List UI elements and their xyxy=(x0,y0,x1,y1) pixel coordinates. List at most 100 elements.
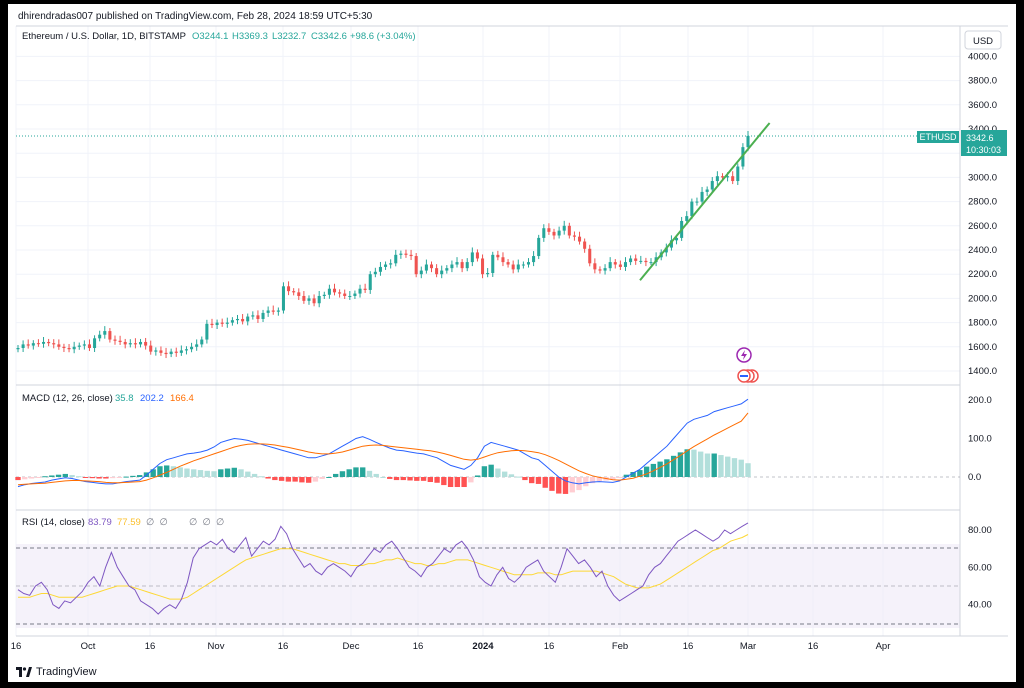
candle-body xyxy=(103,331,107,335)
candle-body xyxy=(562,225,566,231)
price-tick-label: 3000.0 xyxy=(968,172,997,183)
macd-histogram-bar xyxy=(623,474,630,477)
chart-frame: dhirendradas007 published on TradingView… xyxy=(8,4,1016,682)
rsi-tick-label: 60.00 xyxy=(968,562,992,573)
price-tag-countdown: 10:30:03 xyxy=(966,145,1001,155)
macd-histogram-bar xyxy=(691,449,697,477)
candle-body xyxy=(542,228,546,238)
candle-body xyxy=(460,262,464,269)
candle-body xyxy=(164,352,168,355)
candle-body xyxy=(358,288,362,294)
macd-histogram-bar xyxy=(238,469,244,477)
candle-body xyxy=(736,166,740,182)
macd-histogram-bar xyxy=(454,477,461,488)
candle-body xyxy=(496,254,500,258)
candle-body xyxy=(128,343,132,345)
macd-tick-label: 200.0 xyxy=(968,395,992,406)
tradingview-logo: TradingView xyxy=(16,666,97,678)
rsi-tick-label: 80.00 xyxy=(968,525,992,536)
currency-label: USD xyxy=(973,36,993,47)
candle-body xyxy=(77,345,81,347)
price-tick-label: 2400.0 xyxy=(968,245,997,256)
candle-body xyxy=(353,293,357,296)
candle-body xyxy=(465,262,469,269)
lightning-event-icon[interactable] xyxy=(736,347,752,363)
candle-body xyxy=(629,258,633,263)
candle-body xyxy=(16,348,20,350)
candle-body xyxy=(598,269,602,271)
macd-histogram-bar xyxy=(670,455,677,477)
candle-body xyxy=(414,256,418,275)
macd-histogram-bar xyxy=(556,477,562,494)
time-tick-label: Apr xyxy=(876,641,891,652)
candle-body xyxy=(82,344,86,346)
macd-histogram-bar xyxy=(583,477,589,487)
candle-body xyxy=(317,295,321,304)
candle-body xyxy=(26,344,30,346)
candle-body xyxy=(118,340,122,342)
symbol-title: Ethereum / U.S. Dollar, 1D, BITSTAMP xyxy=(22,31,186,42)
candle-body xyxy=(384,264,388,267)
macd-tick-label: 0.0 xyxy=(968,472,981,483)
macd-histogram-bar xyxy=(461,477,467,488)
price-tick-label: 1400.0 xyxy=(968,366,997,377)
candle-body xyxy=(42,341,46,344)
macd-histogram-bar xyxy=(272,477,278,481)
macd-histogram-bar xyxy=(319,477,325,479)
currency-button[interactable] xyxy=(964,30,1002,50)
macd-histogram-bar xyxy=(89,477,96,479)
candle-body xyxy=(210,323,214,326)
candle-body xyxy=(98,334,102,339)
candle-body xyxy=(93,338,97,349)
candle-body xyxy=(720,176,724,178)
macd-histogram-bar xyxy=(130,475,136,477)
price-tag xyxy=(961,130,1007,156)
macd-histogram-bar xyxy=(596,477,602,482)
candle-body xyxy=(552,231,556,236)
candle-body xyxy=(475,252,479,259)
macd-hist-value: 35.8 xyxy=(115,393,134,404)
time-tick-label: Oct xyxy=(81,641,96,652)
macd-histogram-bar xyxy=(251,473,258,477)
macd-histogram-bar xyxy=(725,456,731,477)
earnings-event-icon[interactable] xyxy=(737,369,759,383)
candle-body xyxy=(603,268,607,271)
candle-body xyxy=(159,350,163,353)
rsi-empty-values: ∅ ∅ ∅ ∅ ∅ xyxy=(146,517,224,528)
macd-histogram-bar xyxy=(711,453,717,477)
macd-histogram-bar xyxy=(508,474,515,477)
macd-histogram-bar xyxy=(49,475,55,477)
candle-body xyxy=(287,286,291,292)
candle-body xyxy=(225,322,229,324)
macd-histogram-bar xyxy=(643,466,650,477)
candle-body xyxy=(450,264,454,269)
macd-histogram-bar xyxy=(292,477,298,482)
candle-body xyxy=(394,254,398,264)
candle-body xyxy=(230,320,234,323)
candle-body xyxy=(506,262,510,265)
macd-histogram-bar xyxy=(305,477,312,483)
macd-histogram-bar xyxy=(704,453,711,477)
candle-body xyxy=(322,294,326,296)
candle-body xyxy=(266,310,270,313)
candle-body xyxy=(435,268,439,275)
candle-body xyxy=(685,216,689,221)
tradingview-label: TradingView xyxy=(36,666,97,678)
candle-body xyxy=(261,312,265,319)
macd-histogram-bar xyxy=(28,477,35,479)
candle-body xyxy=(123,341,127,345)
chart-canvas[interactable]: Ethereum / U.S. Dollar, 1D, BITSTAMP O32… xyxy=(8,4,1016,682)
macd-histogram-bar xyxy=(82,477,89,478)
macd-histogram-bar xyxy=(447,477,454,488)
candle-body xyxy=(368,274,372,290)
macd-histogram-bar xyxy=(684,449,690,477)
price-tick-label: 2000.0 xyxy=(968,293,997,304)
macd-histogram-bar xyxy=(55,474,62,477)
candle-body xyxy=(271,310,275,312)
time-tick-label: 2024 xyxy=(472,641,494,652)
candle-body xyxy=(710,181,714,190)
macd-histogram-bar xyxy=(745,463,751,477)
candle-body xyxy=(491,254,495,273)
candle-body xyxy=(715,176,719,182)
trendline[interactable] xyxy=(639,122,771,281)
